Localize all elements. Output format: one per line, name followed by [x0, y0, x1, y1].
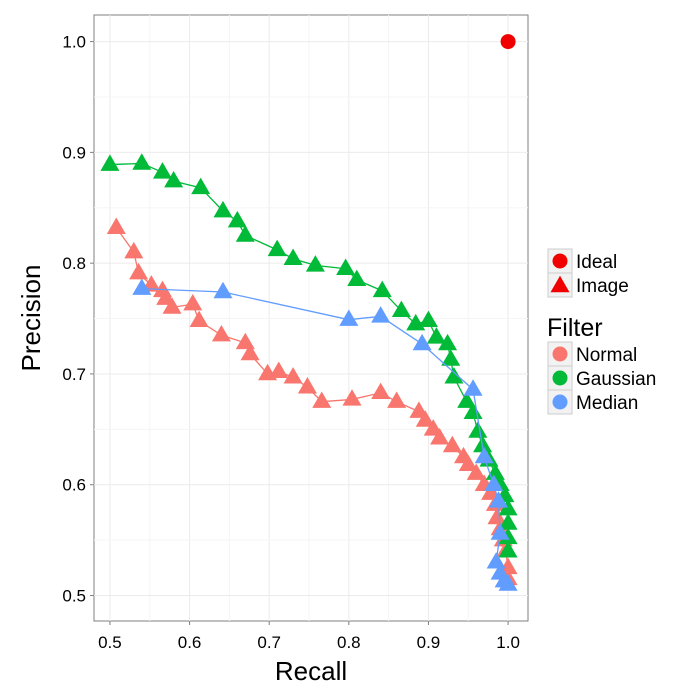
point-median	[490, 523, 510, 540]
legend-title: Filter	[547, 314, 603, 342]
y-axis: 0.5 0.6 0.7 0.8 0.9 1.0	[62, 33, 94, 606]
point-normal	[124, 241, 144, 259]
point-median	[463, 379, 483, 396]
point-median	[486, 552, 506, 569]
point-normal	[371, 382, 391, 400]
point-gaussian	[426, 327, 446, 344]
ideal-point	[500, 34, 516, 50]
x-tick-label: 0.9	[417, 633, 441, 652]
point-gaussian	[267, 239, 287, 257]
point-normal	[342, 389, 362, 406]
legend-label: Median	[576, 393, 638, 414]
point-gaussian	[444, 367, 464, 384]
point-median	[213, 281, 233, 299]
point-median	[371, 306, 391, 323]
point-gaussian	[468, 421, 488, 438]
point-normal	[466, 463, 486, 480]
point-gaussian	[457, 391, 477, 408]
point-gaussian	[498, 527, 518, 545]
point-gaussian	[283, 248, 303, 265]
point-gaussian	[191, 177, 211, 195]
x-axis: 0.5 0.6 0.7 0.8 0.9 1.0	[98, 621, 520, 652]
y-tick-label: 0.8	[62, 254, 86, 273]
legend-dot-icon	[552, 394, 568, 410]
point-median	[132, 278, 152, 295]
point-normal	[312, 391, 332, 408]
legend-circle-icon	[552, 253, 568, 269]
point-gaussian	[235, 225, 255, 242]
point-gaussian	[347, 269, 367, 287]
point-median	[484, 474, 504, 491]
legend-label: Image	[576, 276, 629, 297]
legend-label: Normal	[576, 345, 637, 366]
point-gaussian	[164, 170, 184, 188]
point-normal	[269, 361, 289, 378]
point-normal	[106, 217, 126, 234]
point-gaussian	[305, 255, 325, 272]
point-normal	[162, 297, 182, 314]
y-tick-label: 0.9	[62, 143, 86, 162]
point-normal	[387, 391, 407, 408]
point-gaussian	[418, 310, 438, 328]
x-tick-label: 0.5	[98, 633, 122, 652]
point-normal	[430, 428, 450, 445]
point-gaussian	[391, 300, 411, 318]
legend-dot-icon	[552, 370, 568, 386]
point-gaussian	[152, 162, 172, 179]
x-tick-label: 0.7	[257, 633, 281, 652]
legend: Ideal Image Filter Normal Gaussian Median	[547, 248, 656, 415]
point-gaussian	[498, 541, 518, 558]
x-axis-title: Recall	[275, 656, 347, 686]
x-tick-label: 0.8	[337, 633, 361, 652]
point-normal	[129, 262, 149, 280]
point-median	[474, 446, 494, 464]
point-gaussian	[441, 349, 461, 366]
point-gaussian	[213, 200, 233, 218]
point-normal	[240, 343, 260, 361]
x-tick-label: 0.6	[178, 633, 202, 652]
point-normal	[283, 367, 303, 384]
point-median	[412, 333, 432, 351]
point-normal	[211, 324, 231, 342]
point-gaussian	[100, 154, 120, 171]
point-normal	[487, 507, 507, 525]
point-median	[489, 491, 509, 508]
legend-label: Gaussian	[576, 369, 656, 390]
point-normal	[183, 293, 203, 311]
point-normal	[442, 435, 462, 453]
y-axis-title: Precision	[16, 265, 46, 372]
legend-triangle-icon	[550, 275, 570, 293]
series-layer	[100, 34, 518, 591]
y-tick-label: 0.6	[62, 476, 86, 495]
point-gaussian	[498, 513, 518, 530]
plot-panel	[93, 14, 529, 622]
point-normal	[458, 454, 478, 472]
legend-label: Ideal	[576, 252, 617, 273]
point-gaussian	[132, 153, 152, 170]
point-gaussian	[336, 258, 356, 275]
point-gaussian	[227, 210, 247, 228]
x-tick-label: 1.0	[496, 633, 520, 652]
series-median	[132, 278, 518, 591]
y-tick-label: 0.7	[62, 365, 86, 384]
point-gaussian	[438, 333, 458, 351]
point-gaussian	[498, 498, 518, 516]
y-tick-label: 0.5	[62, 587, 86, 606]
y-tick-label: 1.0	[62, 33, 86, 52]
point-gaussian	[372, 280, 392, 298]
point-normal	[297, 377, 317, 394]
point-normal	[415, 410, 435, 427]
legend-dot-icon	[552, 346, 568, 362]
point-median	[339, 309, 359, 326]
point-normal	[189, 310, 209, 328]
point-median	[498, 574, 518, 591]
